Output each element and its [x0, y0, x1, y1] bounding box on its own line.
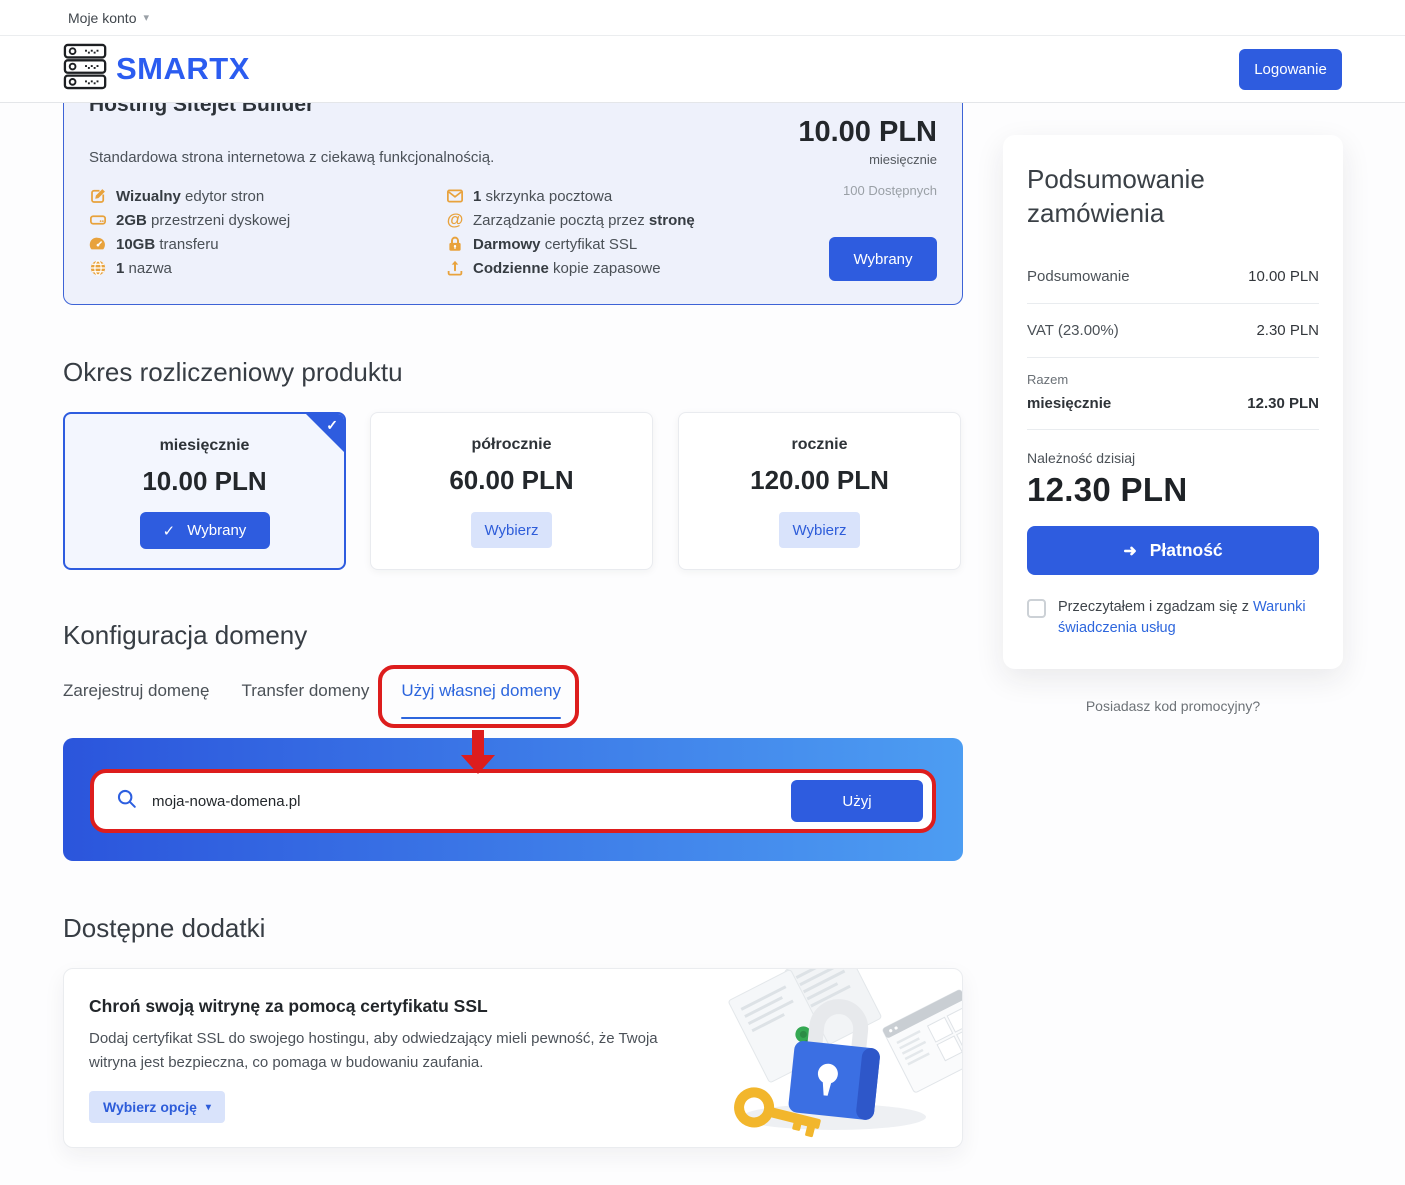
billing-card-monthly[interactable]: ✓ miesięcznie 10.00 PLN ✓ Wybrany — [63, 412, 346, 570]
server-rack-icon — [63, 43, 109, 96]
at-icon: @ — [446, 210, 464, 229]
account-menu[interactable]: Moje konto ▾ — [68, 10, 149, 26]
payment-button[interactable]: ➜ Płatność — [1027, 526, 1319, 575]
total-period: miesięcznie — [1027, 395, 1112, 412]
speedometer-icon — [89, 235, 107, 253]
use-domain-button[interactable]: Użyj — [791, 780, 923, 822]
login-button[interactable]: Logowanie — [1239, 48, 1342, 90]
search-icon — [116, 788, 138, 815]
tab-own-domain[interactable]: Użyj własnej domeny — [401, 681, 562, 719]
product-title: Hosting Sitejet Builder — [89, 103, 315, 116]
billing-selected-button[interactable]: ✓ Wybrany — [139, 512, 270, 549]
billing-card-yearly[interactable]: rocznie 120.00 PLN Wybierz — [678, 412, 961, 570]
terms-text: Przeczytałem i zgadzam się z — [1058, 599, 1254, 615]
product-card: Hosting Sitejet Builder Standardowa stro… — [63, 103, 963, 305]
globe-icon — [89, 259, 107, 277]
order-summary-card: Podsumowanie zamówienia Podsumowanie 10.… — [1003, 135, 1343, 669]
product-price: 10.00 PLN — [798, 116, 937, 148]
lock-icon — [446, 235, 464, 253]
feature-transfer: 10GB transferu — [89, 235, 290, 253]
addons-heading: Dostępne dodatki — [63, 913, 266, 943]
billing-period-label: półrocznie — [471, 436, 552, 453]
summary-rows: Podsumowanie 10.00 PLN VAT (23.00%) 2.30… — [1027, 250, 1319, 430]
check-icon: ✓ — [162, 522, 176, 540]
feature-visual-editor: Wizualny edytor stron — [89, 187, 290, 205]
brand-name: SMARTX — [116, 51, 250, 86]
summary-row-vat: VAT (23.00%) 2.30 PLN — [1027, 304, 1319, 358]
check-icon: ✓ — [326, 417, 338, 433]
account-label: Moje konto — [68, 9, 137, 26]
ssl-addon-title: Chroń swoją witrynę za pomocą certyfikat… — [89, 996, 488, 1016]
billing-heading: Okres rozliczeniowy produktu — [63, 357, 403, 387]
billing-period-label: rocznie — [791, 436, 848, 453]
feature-disk-space: 2GB przestrzeni dyskowej — [89, 211, 290, 229]
feature-domain-name: 1 nazwa — [89, 259, 290, 277]
padlock-key-illustration — [722, 969, 962, 1147]
feature-mailbox: 1 skrzynka pocztowa — [446, 187, 695, 205]
summary-row-subtotal: Podsumowanie 10.00 PLN — [1027, 250, 1319, 304]
selected-corner — [304, 414, 344, 454]
tab-transfer-domain[interactable]: Transfer domeny — [241, 681, 370, 700]
product-price-period: miesięcznie — [869, 152, 937, 167]
billing-cards: ✓ miesięcznie 10.00 PLN ✓ Wybrany półroc… — [63, 412, 963, 570]
product-selected-button[interactable]: Wybrany — [829, 237, 937, 281]
annotation-arrow — [472, 730, 484, 756]
terms-row: Przeczytałem i zgadzam się z Warunki świ… — [1027, 597, 1319, 639]
summary-total: Razem miesięcznie 12.30 PLN — [1027, 358, 1319, 430]
brand-logo[interactable]: SMARTX — [63, 43, 250, 96]
billing-price: 60.00 PLN — [449, 465, 574, 495]
chevron-down-icon: ▾ — [205, 1101, 211, 1113]
terms-link[interactable]: Warunki świadczenia usług — [1058, 599, 1306, 636]
chevron-down-icon: ▾ — [143, 12, 150, 24]
active-tab-underline — [401, 717, 562, 719]
due-today-value: 12.30 PLN — [1027, 471, 1188, 508]
domain-search-bar: Użyj — [90, 769, 936, 833]
ssl-addon-options-button[interactable]: Wybierz opcję ▾ — [89, 1091, 225, 1123]
ssl-addon-description: Dodaj certyfikat SSL do swojego hostingu… — [89, 1030, 658, 1071]
envelope-icon — [446, 187, 464, 205]
billing-price: 10.00 PLN — [142, 466, 267, 496]
due-today-label: Należność dzisiaj — [1027, 450, 1136, 466]
tab-register-domain[interactable]: Zarejestruj domenę — [63, 681, 210, 700]
topbar: Moje konto ▾ — [0, 0, 1405, 36]
terms-checkbox[interactable] — [1027, 599, 1046, 618]
billing-card-halfyearly[interactable]: półrocznie 60.00 PLN Wybierz — [370, 412, 653, 570]
ssl-addon-card: Chroń swoją witrynę za pomocą certyfikat… — [63, 968, 963, 1148]
feature-ssl: Darmowy certyfikat SSL — [446, 235, 695, 253]
product-features-left: Wizualny edytor stron 2GB przestrzeni dy… — [89, 187, 290, 277]
total-caption: Razem — [1027, 372, 1069, 387]
product-price-block: 10.00 PLN miesięcznie 100 Dostępnych — [798, 116, 937, 198]
domain-search-input[interactable] — [152, 792, 777, 810]
domain-tabs: Zarejestruj domenę Transfer domeny Użyj … — [63, 681, 562, 719]
upload-icon — [446, 259, 464, 277]
product-features-right: 1 skrzynka pocztowa @ Zarządzanie pocztą… — [446, 187, 695, 277]
feature-backups: Codzienne kopie zapasowe — [446, 259, 695, 277]
billing-price: 120.00 PLN — [750, 465, 889, 495]
domain-heading: Konfiguracja domeny — [63, 620, 308, 650]
annotation-arrow-head — [461, 755, 495, 774]
total-value: 12.30 PLN — [1247, 395, 1319, 412]
summary-title: Podsumowanie zamówienia — [1027, 164, 1205, 228]
edit-icon — [89, 187, 107, 205]
billing-select-button[interactable]: Wybierz — [471, 512, 552, 548]
billing-select-button[interactable]: Wybierz — [779, 512, 860, 548]
arrow-right-icon: ➜ — [1123, 542, 1137, 560]
billing-period-label: miesięcznie — [159, 437, 250, 454]
product-description: Standardowa strona internetowa z ciekawą… — [89, 149, 495, 166]
disk-icon — [89, 211, 107, 229]
feature-mail-management: @ Zarządzanie pocztą przez stronę — [446, 210, 695, 229]
promo-code-link[interactable]: Posiadasz kod promocyjny? — [1085, 698, 1261, 714]
app-header: SMARTX Logowanie — [0, 36, 1405, 103]
product-availability: 100 Dostępnych — [843, 183, 937, 198]
